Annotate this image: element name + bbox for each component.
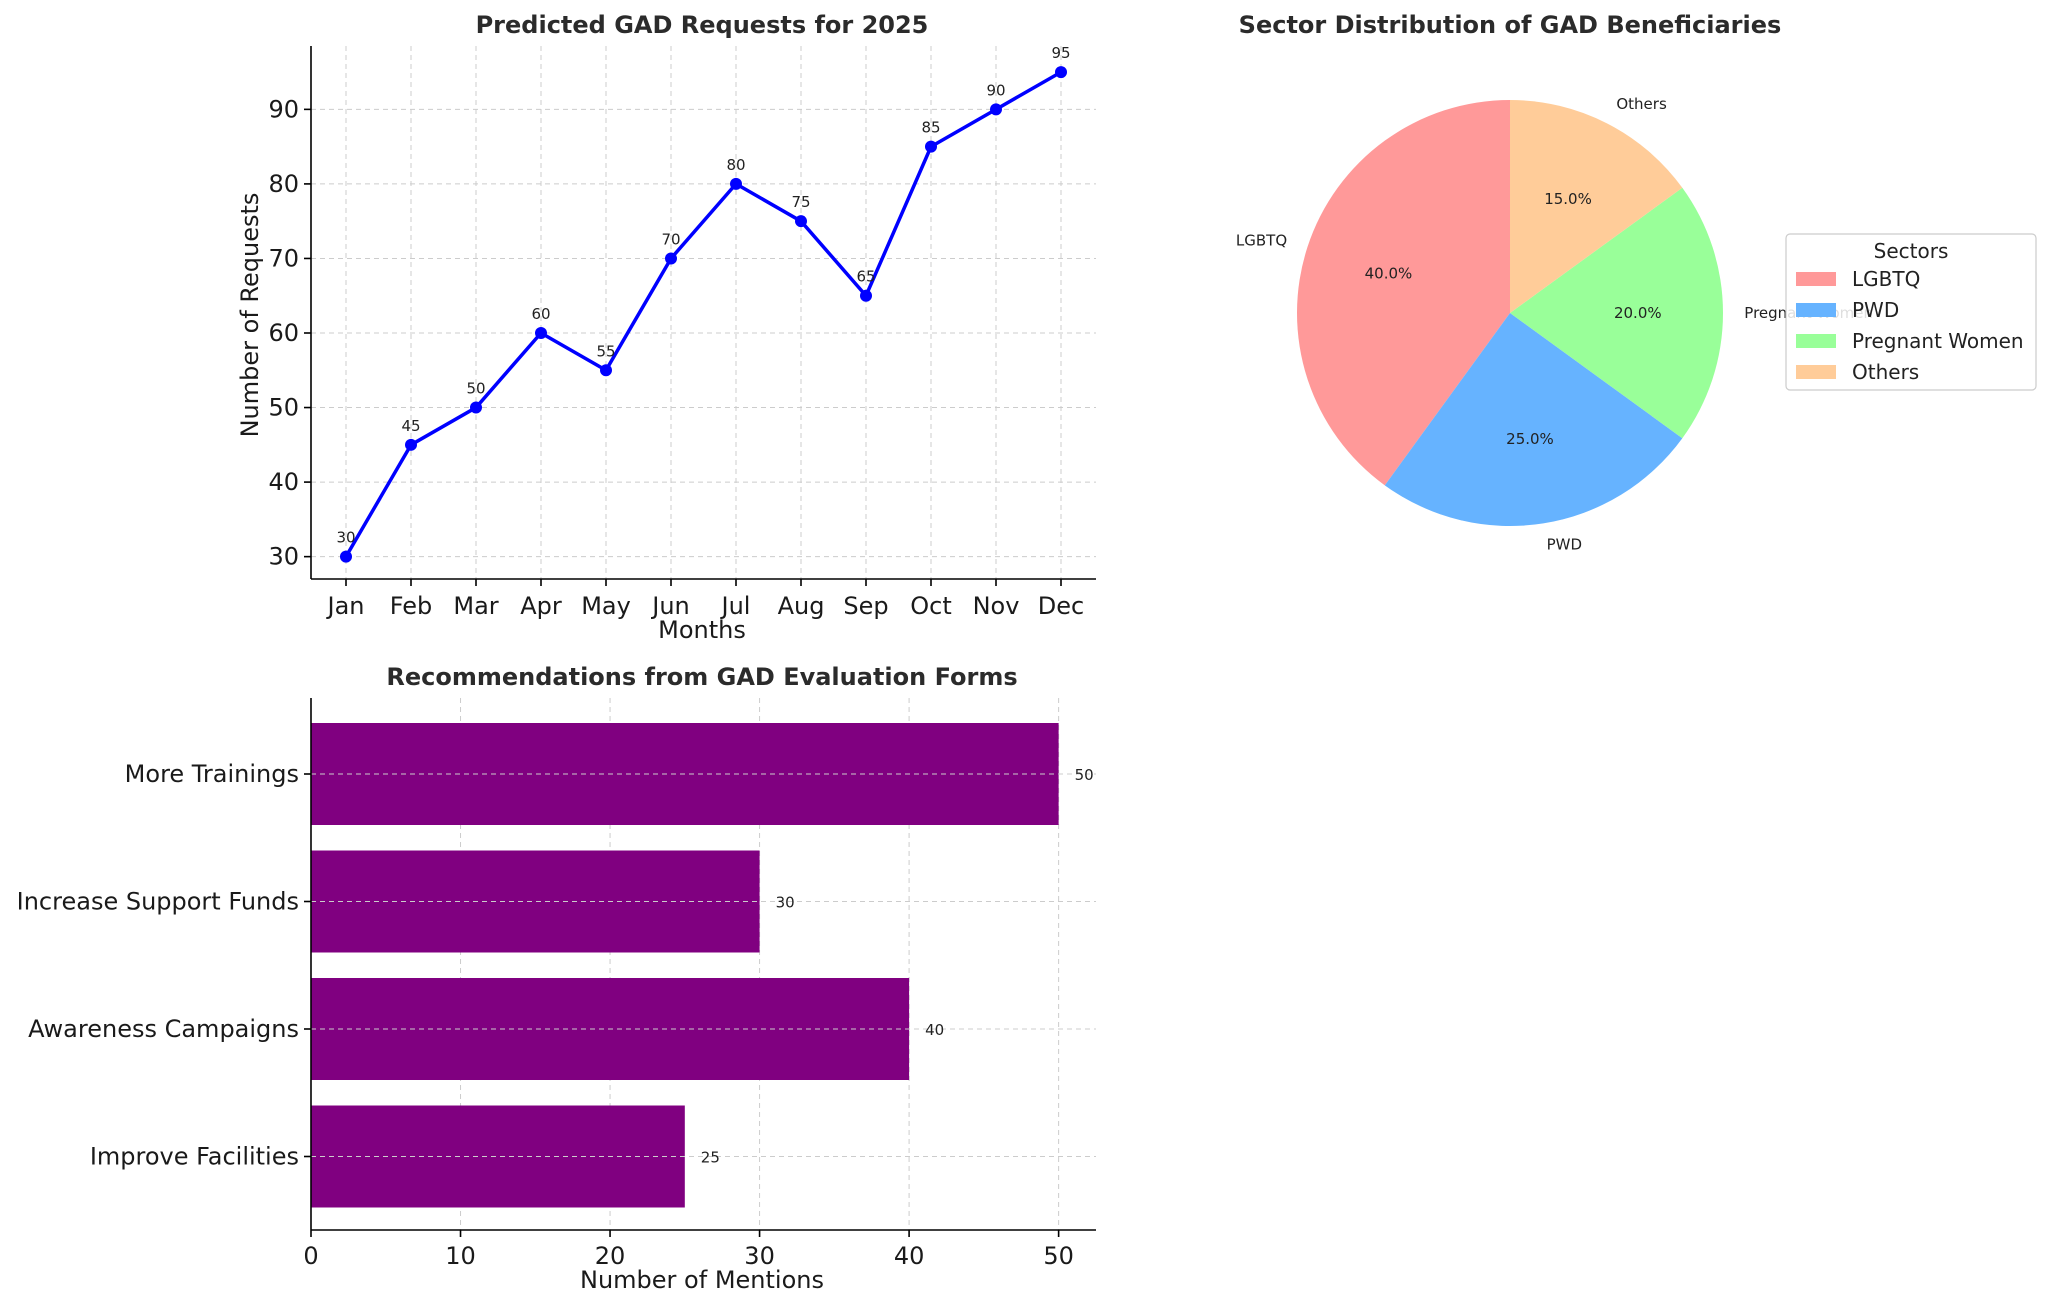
pie-chart-title: Sector Distribution of GAD Beneficiaries (1239, 11, 1782, 39)
line-chart-data-label: 85 (921, 119, 940, 137)
pie-pct-label: 15.0% (1544, 190, 1592, 208)
pie-slice (1297, 100, 1510, 486)
line-chart-xtick-label: Aug (778, 592, 825, 620)
pie-slice (1510, 100, 1683, 313)
bar-chart: Recommendations from GAD Evaluation Form… (17, 663, 1096, 1294)
line-chart-xtick-label: Jan (326, 592, 365, 620)
pie-legend-swatch (1796, 272, 1836, 286)
line-chart-data-label: 60 (531, 305, 550, 323)
bar-chart-xtick-label: 50 (1043, 1242, 1074, 1270)
line-chart-ylabel: Number of Requests (236, 193, 264, 438)
pie-legend-swatch (1796, 365, 1836, 379)
pie-slice (1384, 313, 1683, 526)
bar-chart-title: Recommendations from GAD Evaluation Form… (386, 663, 1017, 691)
line-chart-xtick-label: Apr (520, 592, 562, 620)
pie-category-label: Others (1616, 95, 1667, 113)
pie-pct-label: 20.0% (1614, 304, 1662, 322)
bar-chart-xtick-label: 0 (303, 1242, 318, 1270)
pie-category-label: PWD (1547, 535, 1582, 553)
line-chart-data-label: 50 (466, 380, 485, 398)
line-chart-point (405, 438, 417, 451)
bar-chart-ytick-label: Increase Support Funds (17, 888, 299, 916)
line-chart-xtick-label: Oct (910, 592, 952, 620)
line-chart-title: Predicted GAD Requests for 2025 (476, 11, 929, 39)
bar-chart-bar (311, 1105, 685, 1208)
line-chart-point (600, 364, 612, 377)
line-chart-point (1055, 66, 1067, 79)
bar-chart-data-label: 25 (701, 1149, 720, 1167)
line-chart-ytick-label: 90 (268, 95, 299, 123)
line-chart-xtick-label: May (581, 592, 631, 620)
line-chart-point (860, 289, 872, 302)
line-chart-data-label: 90 (986, 81, 1005, 99)
line-chart-series-line (344, 70, 1062, 558)
pie-legend-label: Others (1852, 360, 1919, 384)
bar-chart-xtick-label: 20 (595, 1242, 626, 1270)
line-chart-point (925, 140, 937, 153)
line-chart-xtick-label: Nov (973, 592, 1020, 620)
bar-chart-ytick-label: Awareness Campaigns (28, 1015, 299, 1043)
pie-legend-swatch (1796, 303, 1836, 317)
line-chart-data-label: 65 (856, 268, 875, 286)
pie-pct-label: 40.0% (1365, 265, 1413, 283)
pie-legend-swatch (1796, 334, 1836, 348)
line-chart-point (795, 215, 807, 228)
bar-chart-ytick-label: More Trainings (125, 760, 299, 788)
line-chart-xtick-label: Jul (720, 592, 751, 620)
pie-chart: Sector Distribution of GAD Beneficiaries… (1236, 11, 2037, 553)
line-chart-xtick-label: Sep (843, 592, 888, 620)
line-chart-data-label: 95 (1051, 44, 1070, 62)
pie-pct-label: 25.0% (1506, 430, 1554, 448)
line-chart-point (470, 401, 482, 414)
line-chart-point (730, 177, 742, 190)
line-chart-ytick-label: 70 (268, 244, 299, 272)
line-chart: Predicted GAD Requests for 2025 Months N… (236, 11, 1096, 644)
line-chart-point (340, 550, 352, 563)
line-chart-xtick-label: Feb (390, 592, 433, 620)
pie-category-label: LGBTQ (1236, 232, 1287, 250)
line-chart-point (665, 252, 677, 265)
line-chart-point (990, 103, 1002, 116)
line-chart-xtick-label: Dec (1038, 592, 1084, 620)
pie-legend-title: Sectors (1874, 239, 1949, 263)
pie-legend-label: PWD (1852, 298, 1899, 322)
bar-chart-ytick-label: Improve Facilities (90, 1143, 299, 1171)
line-chart-xtick-label: Jun (650, 592, 690, 620)
line-chart-data-label: 45 (401, 417, 420, 435)
line-chart-ytick-label: 40 (268, 468, 299, 496)
line-chart-data-label: 55 (596, 342, 615, 360)
pie-slice (1510, 187, 1724, 439)
line-chart-ytick-label: 30 (268, 543, 299, 571)
pie-legend: Sectors LGBTQ PWD Pregnant Women Others (1785, 233, 2037, 391)
bar-chart-data-label: 40 (925, 1021, 944, 1039)
bar-chart-xlabel: Number of Mentions (580, 1266, 824, 1294)
line-chart-data-label: 70 (661, 230, 680, 248)
bar-chart-data-label: 30 (776, 894, 795, 912)
line-chart-data-label: 75 (791, 193, 810, 211)
line-chart-ytick-label: 60 (268, 319, 299, 347)
pie-legend-label: Pregnant Women (1852, 329, 2024, 353)
line-chart-xlabel: Months (658, 616, 746, 644)
pie-legend-label: LGBTQ (1852, 267, 1920, 291)
pie-legend-box (1785, 233, 2037, 391)
bar-chart-xtick-label: 10 (445, 1242, 476, 1270)
bar-chart-xtick-label: 40 (894, 1242, 925, 1270)
bar-chart-data-label: 50 (1075, 766, 1094, 784)
line-chart-data-label: 30 (336, 529, 355, 547)
line-chart-xtick-label: Mar (453, 592, 498, 620)
bar-chart-xtick-label: 30 (744, 1242, 775, 1270)
line-chart-point (535, 327, 547, 339)
line-chart-data-label: 80 (726, 156, 745, 174)
line-chart-ytick-label: 80 (268, 170, 299, 198)
line-chart-ytick-label: 50 (268, 394, 299, 422)
